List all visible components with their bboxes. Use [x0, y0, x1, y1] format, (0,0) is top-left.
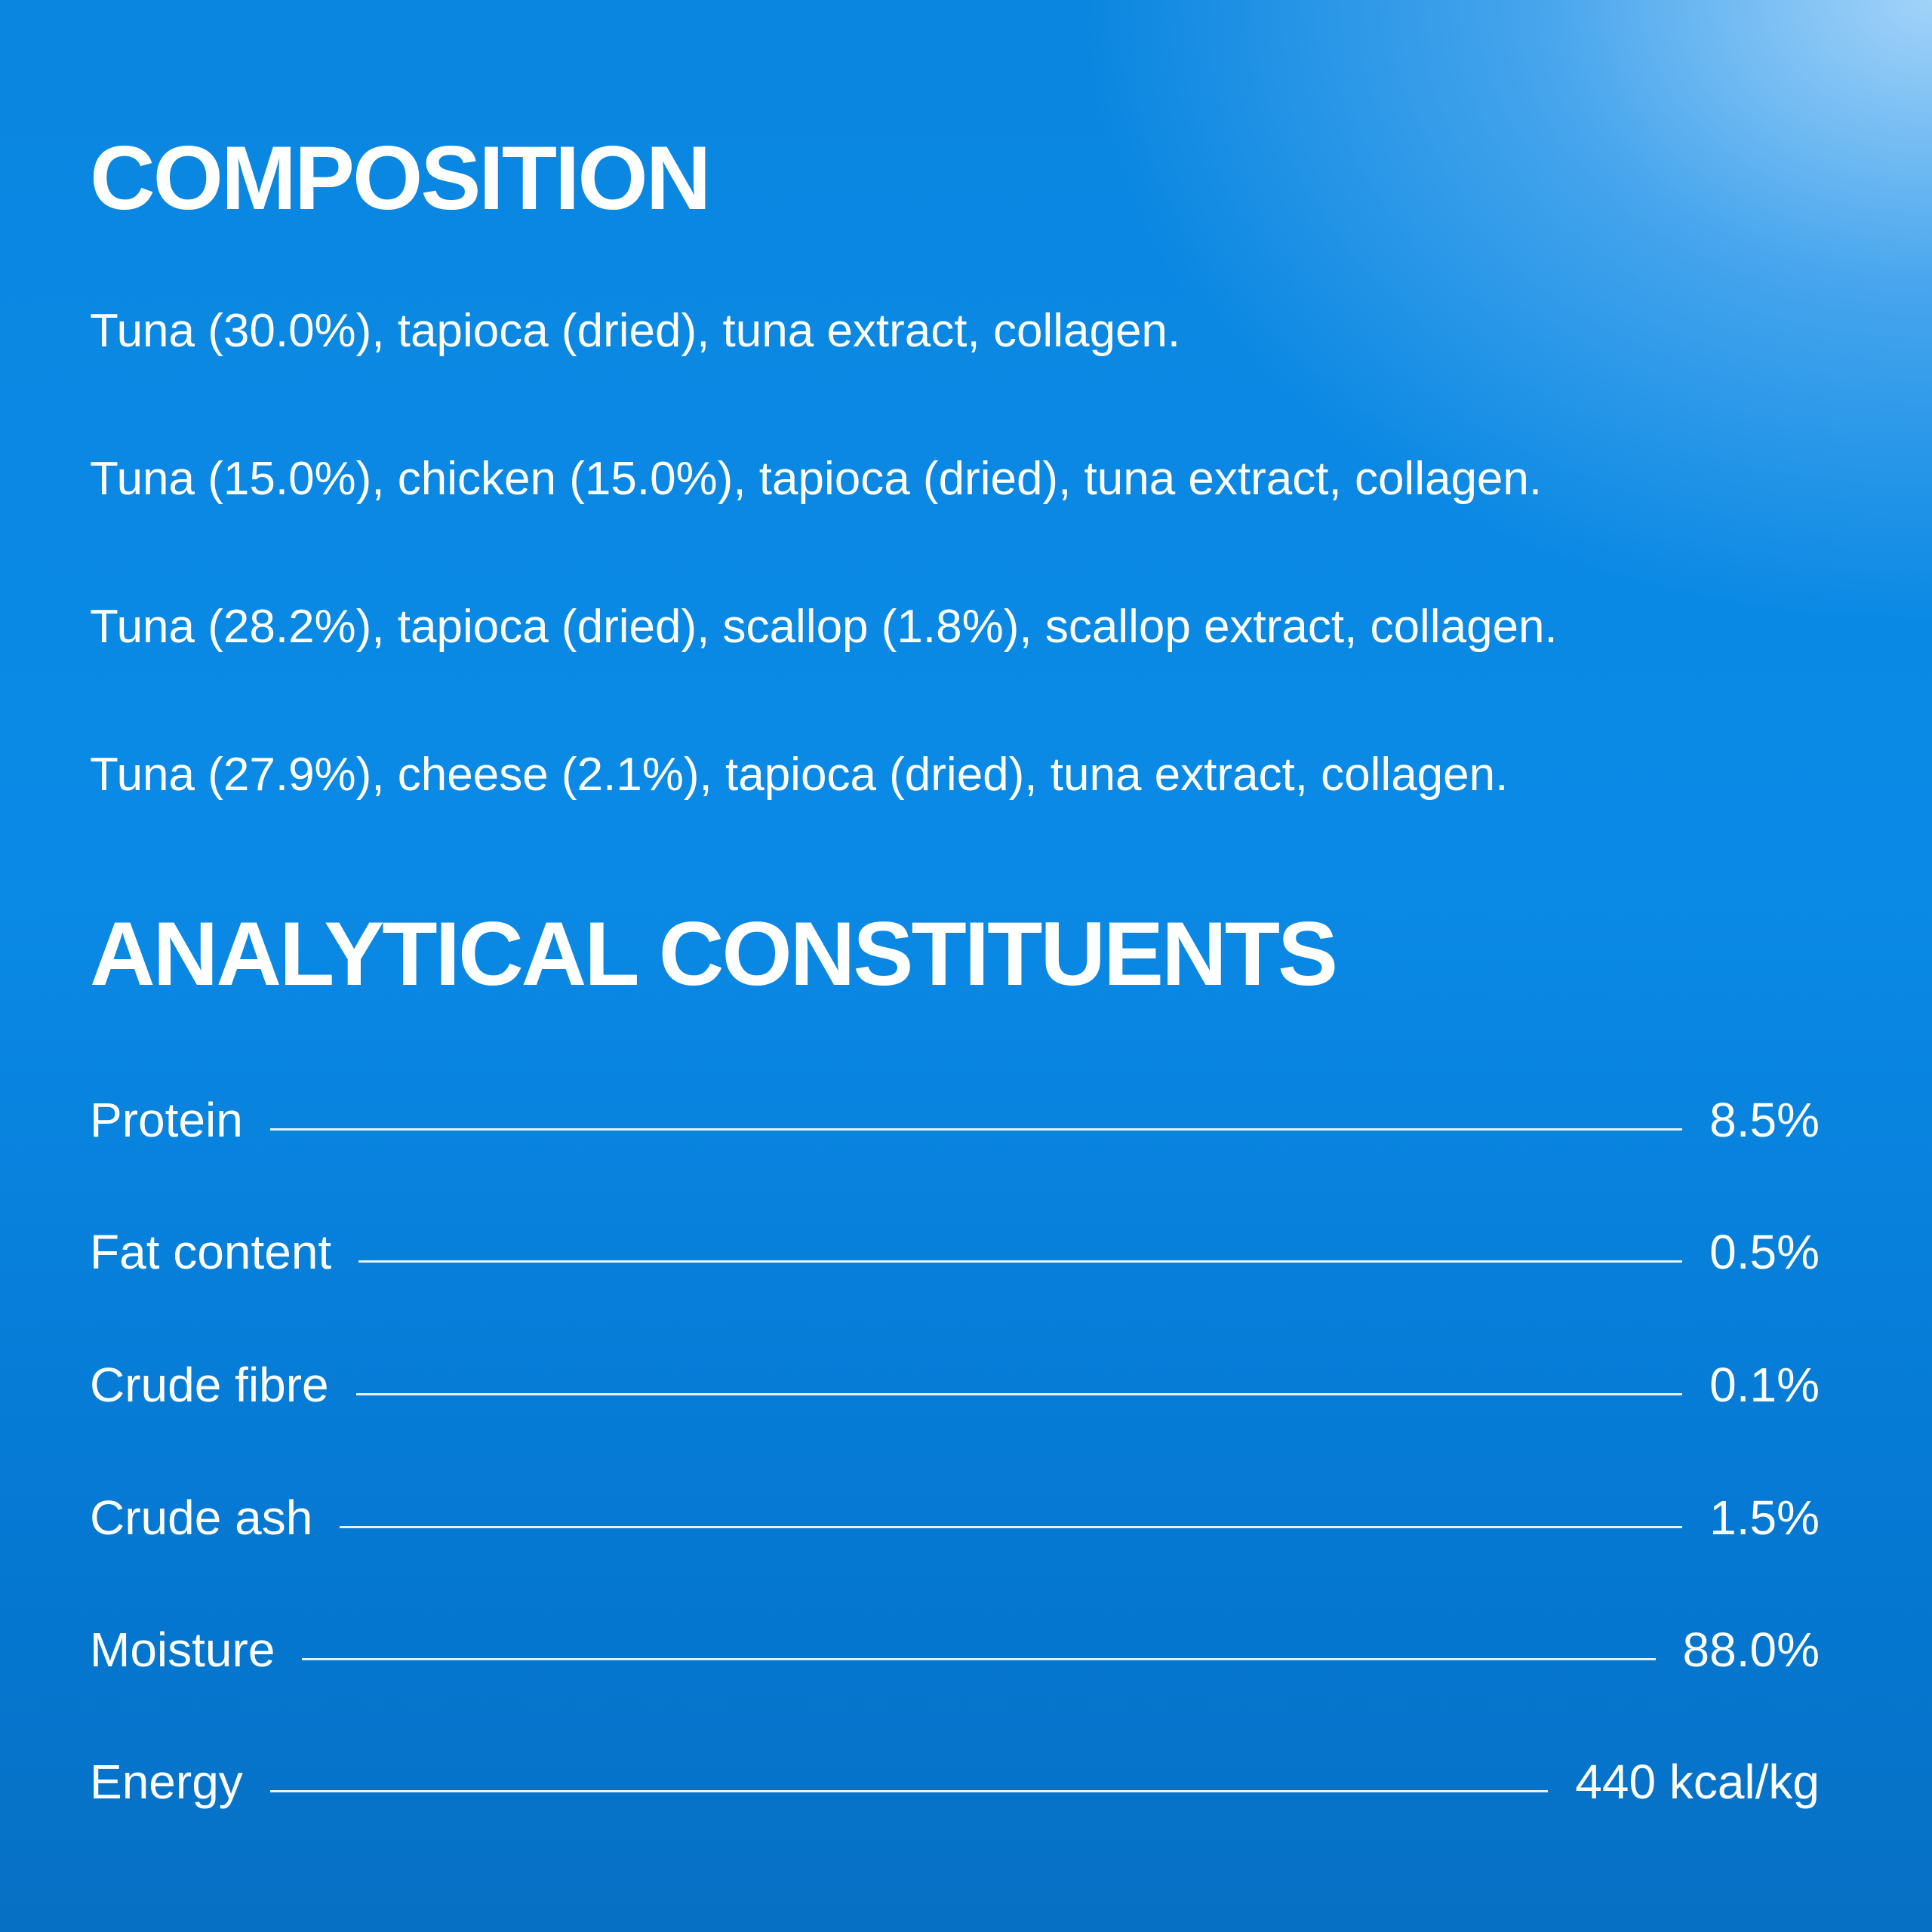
composition-line: Tuna (15.0%), chicken (15.0%), tapioca (…	[90, 453, 1543, 505]
composition-line: Tuna (28.2%), tapioca (dried), scallop (…	[90, 601, 1558, 653]
constituent-value: 1.5%	[1709, 1491, 1820, 1545]
constituent-value: 440 kcal/kg	[1575, 1755, 1820, 1809]
composition-line: Tuna (27.9%), cheese (2.1%), tapioca (dr…	[90, 749, 1509, 801]
constituent-value: 0.1%	[1709, 1358, 1820, 1412]
section-title: ANALYTICAL CONSTITUENTS	[90, 903, 1338, 1004]
leader-line	[358, 1260, 1683, 1263]
constituent-label: Fat content	[90, 1225, 332, 1279]
constituent-value: 0.5%	[1709, 1225, 1820, 1279]
constituent-value: 8.5%	[1709, 1093, 1820, 1147]
constituent-label: Crude ash	[90, 1491, 313, 1545]
leader-line	[302, 1658, 1656, 1660]
constituent-row: Energy 440 kcal/kg	[90, 1758, 1820, 1806]
constituent-label: Moisture	[90, 1623, 275, 1677]
constituent-row: Crude ash 1.5%	[90, 1494, 1820, 1542]
constituent-row: Moisture 88.0%	[90, 1626, 1820, 1674]
leader-line	[269, 1790, 1549, 1792]
constituent-label: Energy	[90, 1755, 243, 1809]
section-title: COMPOSITION	[90, 128, 711, 229]
leader-line	[269, 1128, 1683, 1131]
constituent-row: Crude fibre 0.1%	[90, 1361, 1820, 1409]
constituent-label: Protein	[90, 1093, 243, 1147]
constituent-label: Crude fibre	[90, 1358, 329, 1412]
constituent-row: Fat content 0.5%	[90, 1228, 1820, 1276]
leader-line	[340, 1526, 1683, 1528]
leader-line	[355, 1393, 1683, 1395]
constituent-row: Protein 8.5%	[90, 1096, 1820, 1144]
composition-line: Tuna (30.0%), tapioca (dried), tuna extr…	[90, 305, 1181, 357]
constituent-value: 88.0%	[1682, 1623, 1820, 1677]
